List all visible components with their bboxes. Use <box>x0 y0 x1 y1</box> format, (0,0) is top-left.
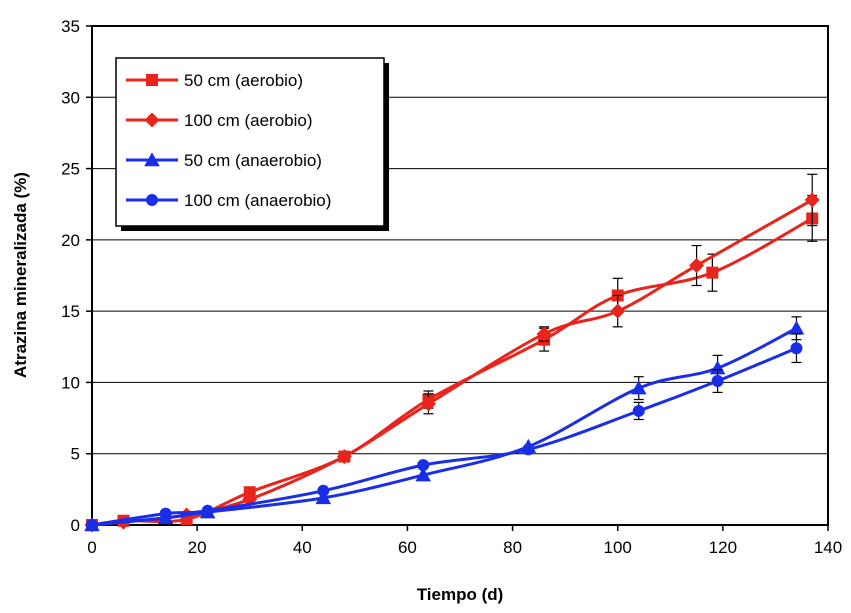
data-point <box>159 507 172 520</box>
legend-item: 100 cm (aerobio) <box>126 111 313 130</box>
data-point <box>632 404 645 417</box>
legend-label: 100 cm (aerobio) <box>184 111 313 130</box>
y-tick-label: 10 <box>61 373 80 392</box>
data-point <box>522 443 535 456</box>
data-point <box>317 484 330 497</box>
series-3 <box>84 316 805 532</box>
legend-item: 50 cm (aerobio) <box>126 71 303 90</box>
y-tick-label: 30 <box>61 88 80 107</box>
legend-label: 50 cm (aerobio) <box>184 71 303 90</box>
data-point <box>417 459 430 472</box>
data-point <box>242 491 258 507</box>
x-tick-label: 120 <box>709 538 737 557</box>
legend-marker <box>146 74 158 86</box>
y-tick-label: 15 <box>61 302 80 321</box>
x-tick-label: 80 <box>503 538 522 557</box>
y-tick-label: 0 <box>71 516 80 535</box>
series-4 <box>86 333 803 531</box>
data-point <box>709 360 726 375</box>
legend-marker <box>146 194 158 206</box>
data-point <box>790 342 803 355</box>
data-point <box>711 375 724 388</box>
series-line <box>91 217 813 527</box>
y-tick-label: 25 <box>61 160 80 179</box>
data-point <box>788 320 805 335</box>
legend-marker <box>144 152 160 167</box>
legend-box <box>115 57 385 227</box>
legend-label: 50 cm (anaerobio) <box>184 151 322 170</box>
data-point <box>86 519 98 531</box>
data-point <box>706 266 719 279</box>
data-point <box>689 258 705 274</box>
legend: 50 cm (aerobio) 100 cm (aerobio) 50 cm (an… <box>115 57 389 231</box>
data-point <box>804 192 820 208</box>
series-1 <box>86 195 819 531</box>
x-tick-label: 40 <box>293 538 312 557</box>
data-point <box>536 326 552 342</box>
series-line <box>91 198 813 527</box>
legend-label: 100 cm (anaerobio) <box>184 191 331 210</box>
y-tick-label: 5 <box>71 445 80 464</box>
series-layer <box>84 173 820 533</box>
y-tick-label: 20 <box>61 231 80 250</box>
data-point <box>630 380 647 395</box>
legend-item: 50 cm (anaerobio) <box>126 151 322 170</box>
data-point <box>315 490 332 505</box>
y-tick-label: 35 <box>61 17 80 36</box>
plot-frame <box>91 25 829 526</box>
legend-marker <box>144 112 160 128</box>
x-tick-label: 0 <box>87 538 96 557</box>
data-point <box>336 449 352 465</box>
legend-item: 100 cm (anaerobio) <box>126 191 331 210</box>
x-tick-label: 100 <box>604 538 632 557</box>
series-line <box>91 326 798 527</box>
x-tick-label: 140 <box>814 538 842 557</box>
y-axis-title: Atrazina mineralizada (%) <box>11 172 30 378</box>
data-point <box>415 467 431 482</box>
x-axis-title: Tiempo (d) <box>417 585 504 604</box>
data-point <box>201 504 214 517</box>
data-point <box>420 396 436 412</box>
x-tick-label: 20 <box>188 538 207 557</box>
axis-layer: 0 5 10 15 20 25 30 35 0 20 40 60 80 100 120 140 <box>61 17 842 557</box>
data-point <box>610 303 626 319</box>
x-tick-label: 60 <box>398 538 417 557</box>
